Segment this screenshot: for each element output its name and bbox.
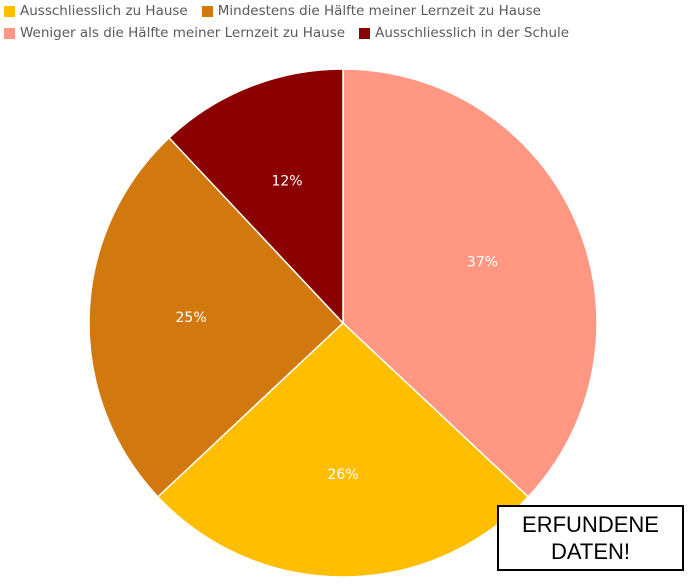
chart-legend: Ausschliesslich zu Hause Mindestens die H… (0, 0, 697, 44)
legend-item: Ausschliesslich zu Hause (4, 1, 188, 21)
legend-item: Weniger als die Hälfte meiner Lernzeit z… (4, 23, 345, 43)
legend-label: Weniger als die Hälfte meiner Lernzeit z… (20, 25, 346, 41)
slice-value-label: 37% (467, 255, 498, 271)
legend-item: Mindestens die Hälfte meiner Lernzeit zu… (201, 1, 541, 21)
pie-slice (156, 321, 530, 578)
legend-swatch (359, 27, 371, 39)
slice-value-label: 25% (176, 310, 207, 326)
legend-swatch (201, 5, 213, 17)
slice-value-label: 26% (327, 467, 358, 483)
legend-label: Mindestens die Hälfte meiner Lernzeit zu… (217, 3, 541, 19)
pie-slice (168, 68, 344, 325)
pie-slice (88, 136, 345, 498)
slice-value-label: 12% (271, 174, 302, 190)
legend-item: Ausschliesslich in der Schule (359, 23, 569, 43)
legend-swatch (4, 5, 15, 17)
stamp-line-1: ERFUNDENE (522, 512, 659, 537)
stamp-line-2: DATEN! (550, 539, 631, 564)
pie-slice (342, 68, 598, 498)
fictional-data-stamp: ERFUNDENE DATEN! (497, 505, 684, 571)
legend-label: Ausschliesslich zu Hause (20, 3, 188, 19)
legend-swatch (4, 27, 15, 39)
legend-label: Ausschliesslich in der Schule (375, 25, 570, 41)
